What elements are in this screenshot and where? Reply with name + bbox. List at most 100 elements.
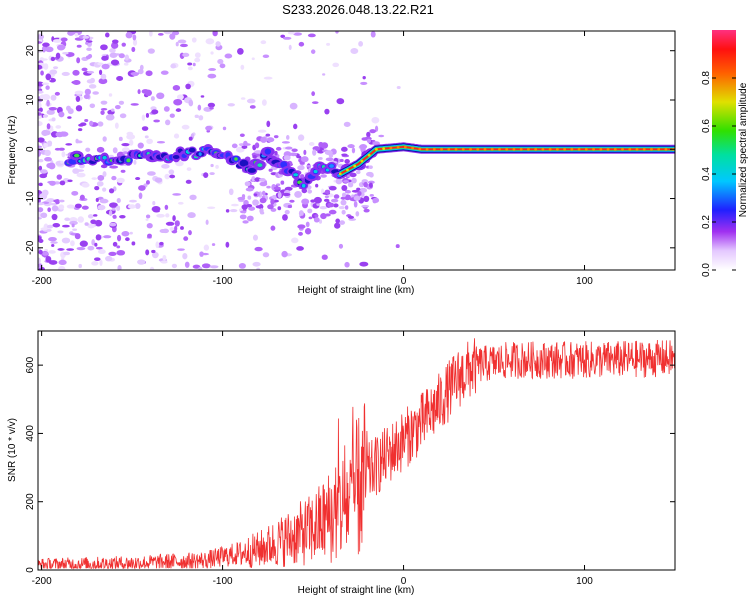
- noise-blob: [357, 191, 362, 196]
- noise-blob: [355, 211, 360, 217]
- snr-axes: -200 -100 0 100 0 200 400 600: [25, 331, 675, 587]
- noise-blob: [181, 124, 190, 130]
- noise-blob: [343, 121, 351, 127]
- noise-blob: [323, 198, 330, 202]
- noise-blob: [38, 257, 41, 265]
- ridge-core: [325, 168, 330, 172]
- ridge-core: [313, 169, 318, 174]
- noise-blob: [205, 219, 209, 225]
- noise-blob: [81, 182, 90, 188]
- noise-blob: [121, 42, 126, 47]
- noise-blob: [116, 75, 124, 82]
- noise-blob: [88, 84, 97, 89]
- noise-blob: [67, 108, 74, 115]
- noise-blob: [242, 143, 251, 146]
- noise-blob: [261, 190, 266, 196]
- noise-blob: [311, 101, 319, 105]
- snr-xtick-label: -200: [32, 576, 52, 587]
- noise-blob: [163, 31, 173, 35]
- noise-blob: [169, 33, 176, 40]
- noise-blob: [200, 95, 205, 98]
- noise-blob: [298, 231, 303, 236]
- band-dot: [606, 147, 610, 151]
- noise-blob: [301, 188, 308, 194]
- noise-blob: [268, 168, 273, 172]
- noise-blob: [280, 180, 285, 185]
- snr-ytick-label: 400: [25, 425, 36, 442]
- noise-blob: [320, 174, 327, 178]
- noise-blob: [108, 251, 117, 256]
- snr-xlabel: Height of straight line (km): [298, 585, 415, 596]
- noise-blob: [120, 169, 126, 173]
- snr-ylabel: SNR (10 * v/v): [7, 418, 18, 482]
- noise-blob: [324, 195, 329, 199]
- ridge-core: [73, 153, 80, 158]
- noise-blob: [209, 106, 214, 110]
- noise-blob: [188, 230, 192, 236]
- noise-blob: [353, 195, 361, 201]
- noise-blob: [76, 246, 86, 251]
- noise-blob: [318, 156, 323, 160]
- ridge-blob: [172, 154, 180, 160]
- noise-blob: [38, 145, 43, 149]
- noise-blob: [38, 49, 43, 53]
- noise-blob: [47, 207, 51, 213]
- noise-blob: [58, 111, 65, 118]
- ridge-core: [198, 152, 202, 157]
- noise-blob: [109, 48, 116, 53]
- noise-blob: [45, 73, 52, 81]
- noise-blob: [38, 112, 42, 116]
- noise-blob: [252, 199, 259, 206]
- noise-blob: [368, 165, 373, 170]
- noise-blob: [308, 141, 315, 146]
- noise-blob: [97, 62, 104, 66]
- noise-blob: [259, 211, 265, 215]
- noise-blob: [244, 181, 251, 187]
- band-dot: [527, 147, 530, 151]
- band-dot: [613, 147, 617, 151]
- noise-blob: [207, 206, 216, 210]
- noise-blob: [76, 44, 82, 48]
- noise-blob: [123, 62, 129, 66]
- noise-blob: [316, 202, 320, 206]
- noise-blob: [311, 91, 316, 97]
- noise-blob: [64, 217, 71, 222]
- noise-blob: [215, 41, 221, 47]
- band-dot: [382, 147, 386, 151]
- noise-blob: [297, 224, 306, 229]
- noise-blob: [150, 96, 155, 101]
- noise-blob: [90, 219, 97, 225]
- noise-blob: [284, 186, 293, 191]
- noise-blob: [254, 150, 263, 154]
- noise-blob: [289, 102, 298, 110]
- noise-blob: [118, 136, 123, 142]
- noise-blob: [131, 46, 136, 53]
- noise-blob: [175, 161, 184, 167]
- noise-blob: [344, 159, 350, 164]
- noise-blob: [131, 241, 136, 246]
- band-dot: [432, 147, 436, 151]
- noise-blob: [308, 216, 313, 220]
- noise-blob: [273, 186, 281, 190]
- noise-blob: [121, 231, 130, 237]
- band-dot: [628, 147, 632, 151]
- noise-blob: [127, 204, 136, 209]
- noise-blob: [189, 194, 197, 201]
- noise-blob: [282, 36, 292, 40]
- colorbar-ticks: 0.0 0.2 0.4 0.6 0.8: [701, 71, 736, 277]
- band-dot: [353, 164, 357, 168]
- noise-blob: [277, 206, 282, 211]
- spectrogram-ytick-label: 10: [25, 94, 36, 106]
- noise-blob: [165, 119, 171, 126]
- snr-series-line: [38, 338, 675, 570]
- band-dot: [483, 147, 487, 151]
- noise-blob: [327, 202, 335, 208]
- noise-blob: [60, 37, 68, 42]
- noise-blob: [169, 113, 175, 118]
- noise-blob: [339, 158, 344, 163]
- noise-blob: [100, 44, 108, 51]
- noise-blob: [141, 89, 150, 94]
- noise-blob: [254, 246, 263, 252]
- noise-blob: [57, 230, 64, 234]
- ridge-core: [126, 158, 131, 163]
